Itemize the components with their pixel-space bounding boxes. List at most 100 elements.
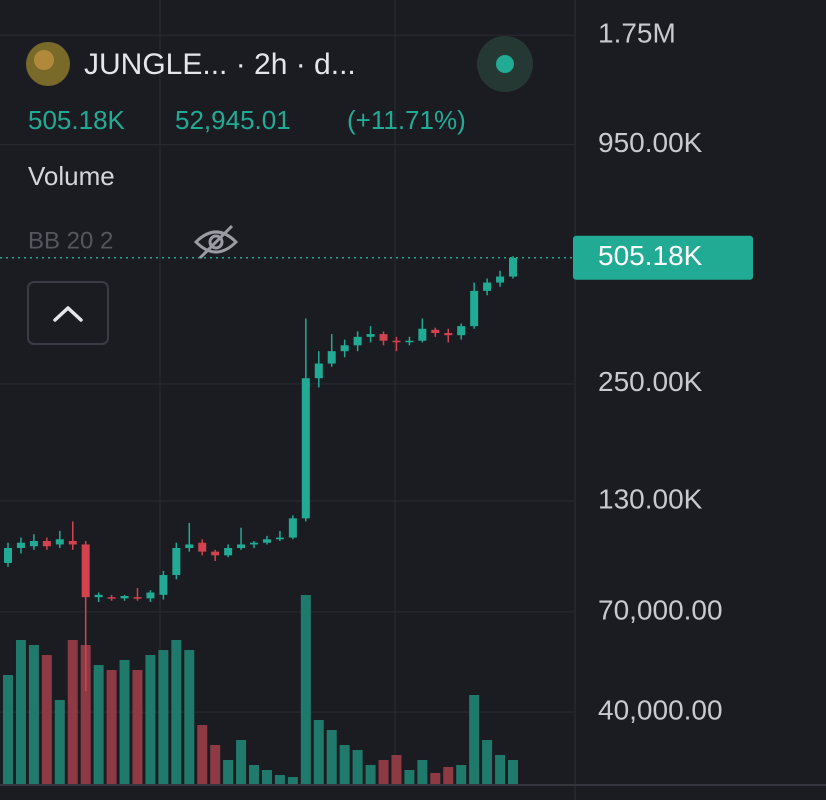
last-price-label: 505.18K xyxy=(598,240,703,271)
volume-bar xyxy=(145,655,156,785)
volume-bars xyxy=(3,595,518,785)
volume-bar xyxy=(482,740,493,785)
volume-bar xyxy=(80,645,91,785)
volume-bar xyxy=(15,640,26,785)
token-avatar-detail xyxy=(34,50,54,70)
candle-body xyxy=(198,542,207,552)
volume-bar xyxy=(236,740,247,785)
volume-bar xyxy=(469,695,480,785)
indicator-label: BB 20 2 xyxy=(28,227,113,254)
candle-body xyxy=(224,548,233,556)
volume-bar xyxy=(365,765,376,785)
y-tick-label: 70,000.00 xyxy=(598,594,723,625)
volume-bar xyxy=(93,665,104,785)
candle-body xyxy=(288,518,297,538)
candle-body xyxy=(133,597,142,599)
candle-body xyxy=(366,334,375,337)
volume-bar xyxy=(249,765,260,785)
candle-body xyxy=(457,326,466,336)
candle-body xyxy=(353,336,362,346)
eye-strike xyxy=(198,224,234,260)
y-tick-label: 250.00K xyxy=(598,366,703,397)
volume-bar xyxy=(274,775,285,785)
volume-bar xyxy=(54,700,65,785)
y-tick-label: 950.00K xyxy=(598,127,703,158)
candle-body xyxy=(55,539,64,545)
volume-bar xyxy=(443,767,454,785)
volume-bar xyxy=(287,777,298,785)
candle-body xyxy=(418,328,427,341)
last-price-tag xyxy=(573,235,753,280)
candle-body xyxy=(16,542,25,549)
y-tick-label: 40,000.00 xyxy=(598,695,723,726)
volume-bar xyxy=(456,765,467,785)
candle-body xyxy=(120,596,129,599)
chart-title: JUNGLE... · 2h · d... xyxy=(84,48,356,81)
candle-body xyxy=(237,544,246,549)
candle-body xyxy=(81,544,90,598)
collapse-button-box xyxy=(27,281,109,345)
legend-change-pct: (+11.71%) xyxy=(347,105,466,135)
candle-body xyxy=(496,276,505,283)
candle-body xyxy=(431,329,440,334)
volume-bar xyxy=(352,750,363,785)
legend-price: 505.18K xyxy=(28,105,126,135)
volume-bar xyxy=(326,730,337,785)
volume-bar xyxy=(106,670,117,785)
volume-bar xyxy=(404,770,415,785)
volume-bar xyxy=(41,655,52,785)
candle-body xyxy=(392,340,401,343)
candle-body xyxy=(483,282,492,291)
candle-body xyxy=(262,539,271,543)
collapse-button[interactable] xyxy=(27,281,109,345)
candle-body xyxy=(275,537,284,540)
volume-bar xyxy=(3,675,13,785)
volume-bar xyxy=(197,725,208,785)
volume-bar xyxy=(300,595,311,785)
volume-bar xyxy=(223,760,234,785)
volume-bar xyxy=(378,760,389,785)
y-tick-label: 1.75M xyxy=(598,18,676,49)
volume-bar xyxy=(119,660,130,785)
volume-bar xyxy=(210,745,221,785)
candle-body xyxy=(250,542,259,545)
candle-body xyxy=(68,540,77,545)
volume-bar xyxy=(132,670,143,785)
volume-bar xyxy=(171,640,182,785)
volume-bar xyxy=(67,640,78,785)
eye-pupil xyxy=(208,234,224,250)
volume-bar xyxy=(430,773,441,785)
candle-body xyxy=(211,551,220,556)
legend-change: 52,945.01 xyxy=(175,105,291,135)
candle-body xyxy=(185,544,194,549)
candle-body xyxy=(42,540,51,547)
volume-bar xyxy=(417,760,428,785)
candle-body xyxy=(327,351,336,364)
volume-bar xyxy=(495,755,506,785)
volume-bar xyxy=(184,650,195,785)
candle-body xyxy=(405,340,414,343)
candle-body xyxy=(444,333,453,336)
y-tick-label: 130.00K xyxy=(598,483,703,514)
volume-bar xyxy=(313,720,324,785)
volume-label: Volume xyxy=(28,161,115,191)
candle-body xyxy=(172,548,181,576)
candle-body xyxy=(94,594,103,598)
volume-bar xyxy=(339,745,350,785)
candle-body xyxy=(509,257,517,277)
hide-indicator-icon[interactable] xyxy=(193,224,239,260)
candle-body xyxy=(379,334,388,341)
candle-body xyxy=(314,363,323,379)
candle-body xyxy=(4,548,12,563)
price-axis: 1.75M 950.00K 250.00K 130.00K 70,000.00 40,00… xyxy=(0,18,753,726)
candle-body xyxy=(470,290,479,327)
candle-body xyxy=(107,597,116,599)
candle-body xyxy=(301,378,310,519)
candle-body xyxy=(29,540,38,547)
candles xyxy=(4,256,517,692)
candle-body xyxy=(159,575,168,595)
candle-body xyxy=(146,592,155,599)
